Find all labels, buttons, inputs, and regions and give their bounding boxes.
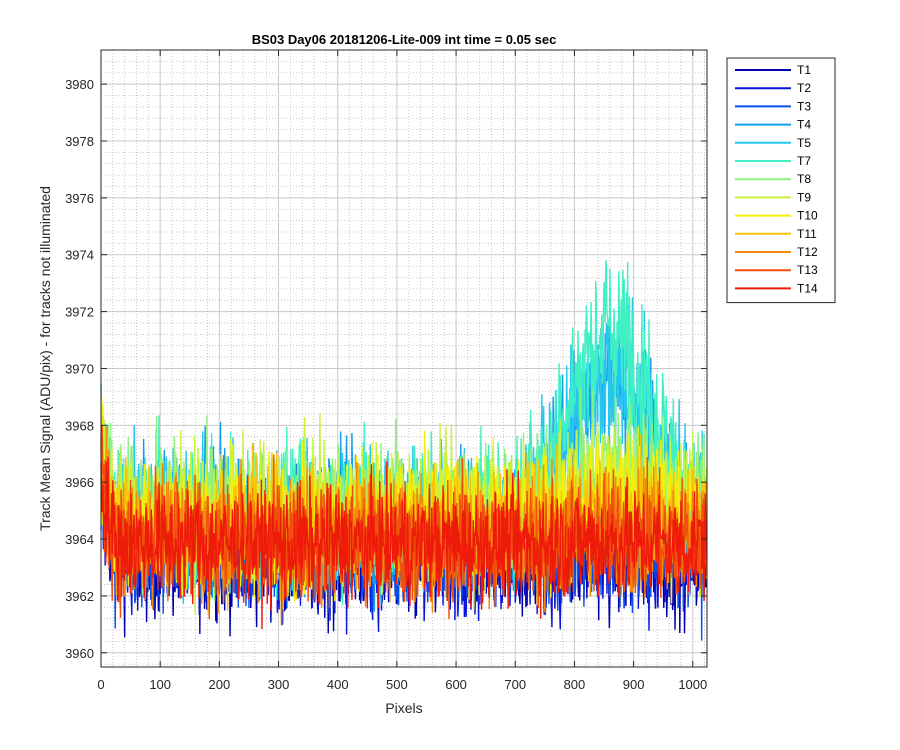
y-tick-label: 3976 [65, 191, 94, 206]
x-tick-label: 0 [97, 677, 104, 692]
legend-label-T14: T14 [797, 281, 818, 295]
x-tick-label: 200 [209, 677, 231, 692]
plot-frame [100, 49, 708, 668]
legend-label-T11: T11 [797, 227, 817, 241]
y-tick-label: 3964 [65, 532, 94, 547]
x-tick-label: 900 [623, 677, 645, 692]
legend-label-T8: T8 [797, 172, 811, 186]
x-tick-label: 400 [327, 677, 349, 692]
y-tick-label: 3978 [65, 134, 94, 149]
y-tick-label: 3974 [65, 248, 94, 263]
chart-title: BS03 Day06 20181206-Lite-009 int time = … [252, 32, 557, 47]
x-tick-label: 1000 [678, 677, 707, 692]
y-axis-title: Track Mean Signal (ADU/pix) - for tracks… [37, 186, 53, 531]
x-tick-label: 600 [445, 677, 467, 692]
series-layer [100, 260, 708, 641]
x-tick-label: 100 [149, 677, 171, 692]
x-tick-label: 500 [386, 677, 408, 692]
x-tick-label: 800 [564, 677, 586, 692]
y-tick-label: 3960 [65, 646, 94, 661]
x-axis-title: Pixels [385, 700, 422, 716]
x-tick-label: 300 [268, 677, 290, 692]
y-tick-label: 3966 [65, 475, 94, 490]
legend-label-T9: T9 [797, 190, 811, 204]
legend-label-T2: T2 [797, 81, 811, 95]
y-tick-label: 3972 [65, 305, 94, 320]
legend-label-T10: T10 [797, 209, 818, 223]
legend-label-T7: T7 [797, 154, 811, 168]
y-tick-label: 3962 [65, 589, 94, 604]
legend: T1 T2 T3 T4 T5 T7 T8 T9 T10 T11 T12 T13 T14 [726, 57, 836, 304]
legend-box [726, 57, 836, 304]
legend-label-T3: T3 [797, 99, 811, 113]
x-tick-label: 700 [504, 677, 526, 692]
y-tick-label: 3968 [65, 418, 94, 433]
legend-label-T12: T12 [797, 245, 818, 259]
series-line-T14 [100, 456, 708, 630]
legend-label-T1: T1 [797, 63, 811, 77]
legend-label-T4: T4 [797, 118, 811, 132]
legend-label-T5: T5 [797, 136, 811, 150]
y-tick-label: 3980 [65, 77, 94, 92]
y-tick-label: 3970 [65, 361, 94, 376]
legend-label-T13: T13 [797, 263, 818, 277]
axis-ticks: 0 100 200 300 400 500 600 700 800 900 1000 3960 3962… [65, 50, 707, 692]
